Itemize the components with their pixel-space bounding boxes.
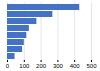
svg-text:300: 300	[53, 63, 64, 69]
svg-text:0: 0	[6, 63, 10, 69]
svg-text:400: 400	[70, 63, 81, 69]
svg-text:200: 200	[36, 63, 47, 69]
svg-text:100: 100	[19, 63, 30, 69]
svg-text:500: 500	[86, 63, 97, 69]
